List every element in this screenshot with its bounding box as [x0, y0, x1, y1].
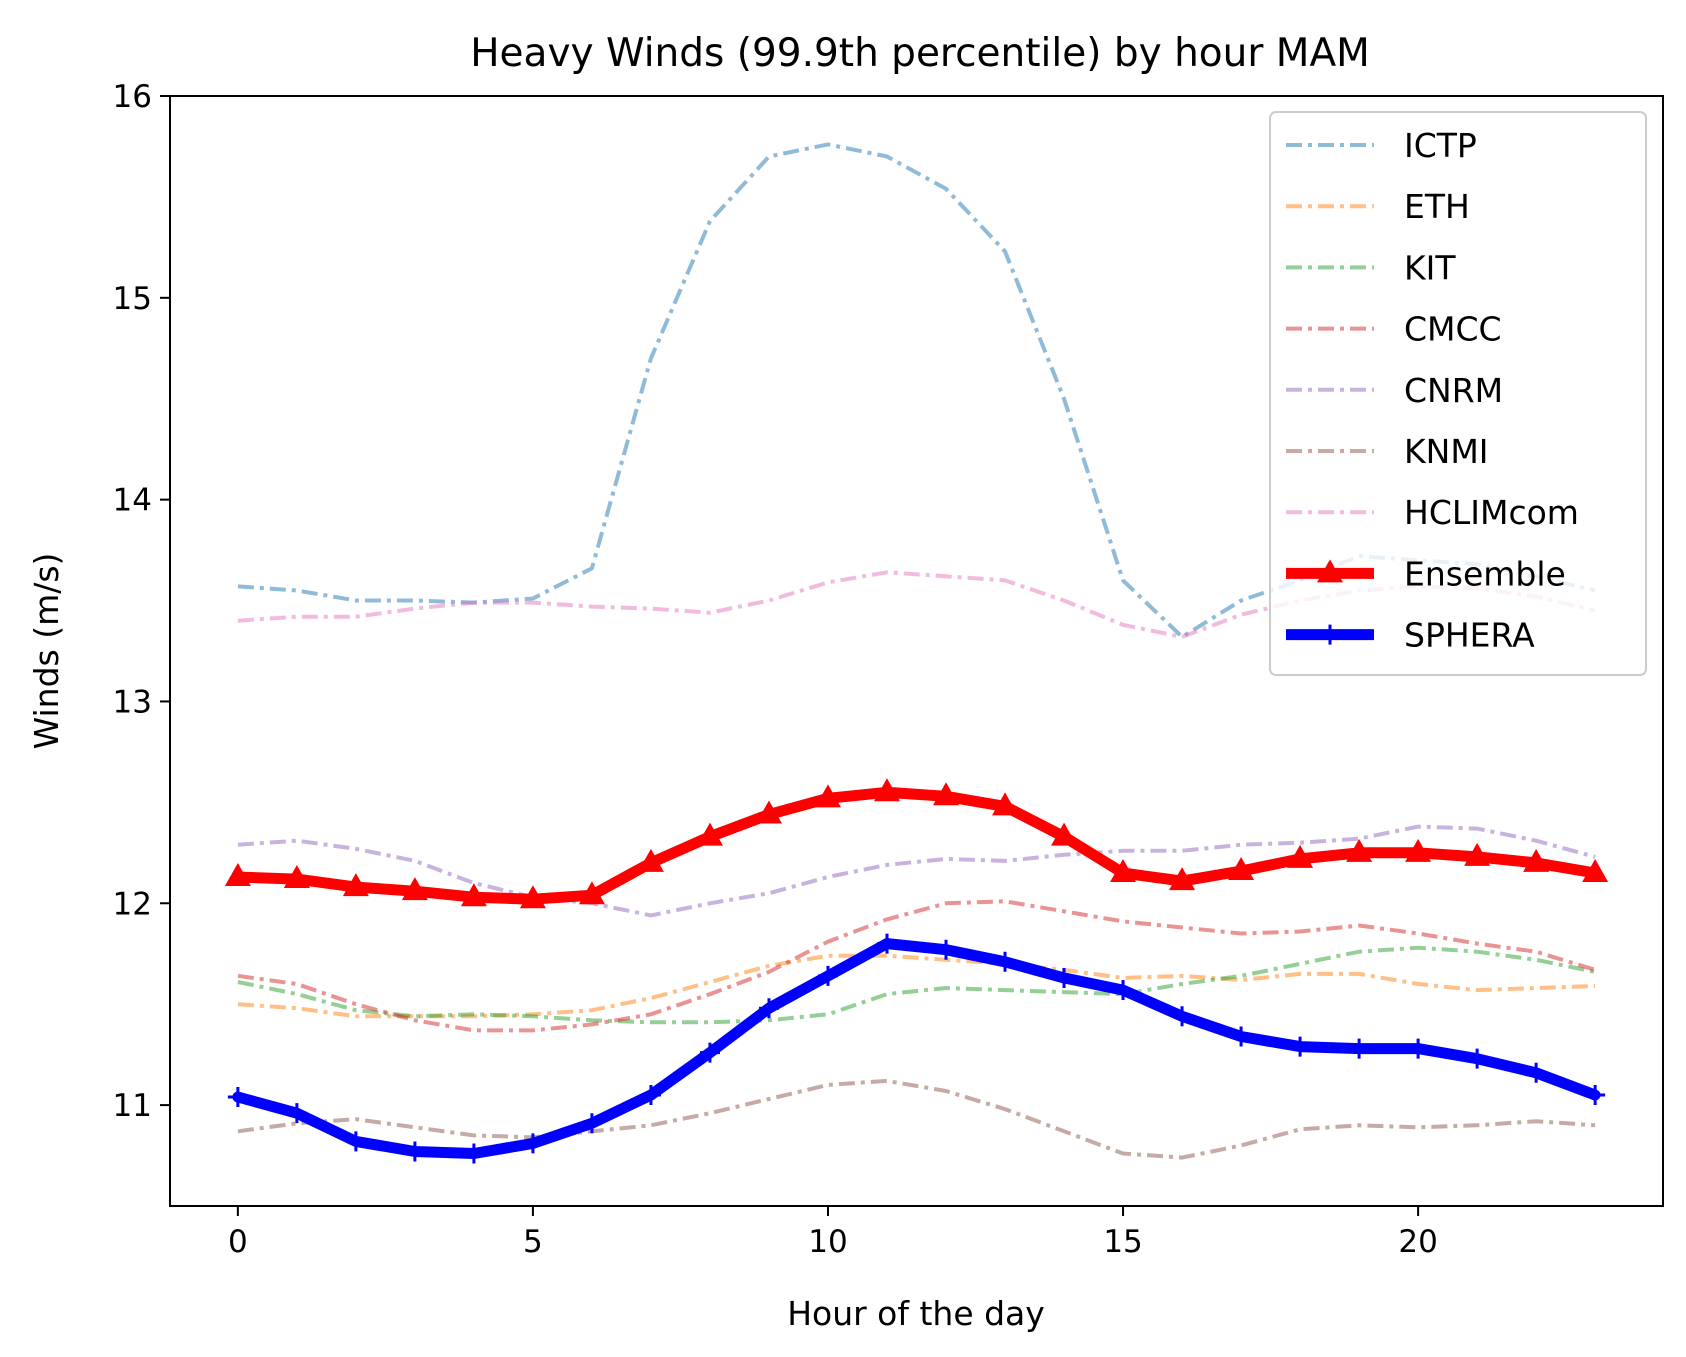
marker-ensemble — [224, 863, 251, 887]
legend-label-knmi: KNMI — [1404, 432, 1489, 471]
marker-ensemble — [1169, 867, 1196, 891]
y-tick-label: 11 — [113, 1088, 152, 1124]
plot-frame — [169, 95, 1664, 1207]
x-tick-label: 15 — [1103, 1224, 1142, 1260]
x-tick-label: 5 — [523, 1224, 543, 1260]
legend-box — [1269, 111, 1647, 676]
marker-sphera — [1290, 1036, 1311, 1057]
marker-sphera — [758, 998, 779, 1019]
marker-ensemble — [1287, 844, 1314, 868]
marker-sphera — [522, 1133, 543, 1154]
series-line-ensemble — [232, 786, 1601, 905]
marker-ensemble — [992, 792, 1019, 816]
series-line-cmcc — [237, 899, 1596, 1033]
marker-sphera — [345, 1131, 366, 1152]
legend-label-sphera: SPHERA — [1404, 616, 1535, 655]
marker-ensemble — [283, 865, 310, 889]
x-axis-label: Hour of the day — [787, 1294, 1045, 1333]
marker-ensemble — [401, 877, 428, 901]
legend: ICTP ETH KIT CMCC CNRM KNMI HCLIMcom Ensemble SP… — [1269, 111, 1647, 676]
legend-marker-ensemble — [1317, 559, 1343, 583]
marker-sphera — [581, 1113, 602, 1134]
x-tick-label: 20 — [1398, 1224, 1437, 1260]
marker-sphera — [1585, 1085, 1606, 1105]
marker-ensemble — [1110, 859, 1137, 882]
legend-label-cnrm: CNRM — [1404, 371, 1503, 410]
series-line-kit — [237, 945, 1596, 1025]
marker-sphera — [1231, 1026, 1252, 1047]
marker-sphera — [995, 951, 1016, 972]
marker-sphera — [699, 1042, 720, 1063]
marker-ensemble — [519, 885, 546, 909]
marker-ensemble — [873, 778, 900, 802]
legend-label-cmcc: CMCC — [1404, 310, 1502, 349]
marker-sphera — [286, 1103, 307, 1124]
legend-label-ensemble: Ensemble — [1404, 554, 1566, 593]
marker-ensemble — [1405, 838, 1432, 862]
y-tick-label: 12 — [113, 886, 152, 922]
series-lines — [224, 142, 1609, 1164]
marker-sphera — [640, 1085, 661, 1105]
y-tick-label: 16 — [113, 79, 152, 115]
marker-sphera — [404, 1141, 425, 1162]
marker-ensemble — [1464, 842, 1491, 866]
series-line-cnrm — [237, 824, 1596, 918]
y-tick-label: 15 — [113, 281, 152, 317]
marker-ensemble — [814, 784, 841, 808]
marker-sphera — [1172, 1006, 1193, 1027]
marker-sphera — [876, 933, 897, 954]
legend-label-kit: KIT — [1404, 248, 1456, 287]
y-tick-label: 13 — [113, 684, 152, 720]
marker-sphera — [1467, 1048, 1488, 1069]
marker-ensemble — [755, 800, 782, 824]
marker-ensemble — [578, 881, 605, 905]
marker-ensemble — [460, 883, 487, 907]
marker-sphera — [227, 1087, 248, 1108]
legend-label-eth: ETH — [1404, 187, 1470, 226]
marker-ensemble — [1346, 838, 1373, 862]
marker-sphera — [1113, 980, 1134, 1001]
marker-sphera — [1526, 1062, 1547, 1083]
marker-ensemble — [1228, 856, 1255, 880]
chart-title: Heavy Winds (99.9th percentile) by hour … — [470, 31, 1370, 76]
axis-ticks: 0 5 10 15 20 11 12 13 14 15 16 — [113, 79, 1438, 1260]
marker-sphera — [1408, 1038, 1429, 1059]
x-tick-label: 10 — [808, 1224, 847, 1260]
marker-ensemble — [342, 873, 369, 897]
legend-marker-sphera — [1320, 624, 1340, 645]
series-line-knmi — [237, 1078, 1596, 1160]
x-tick-label: 0 — [228, 1224, 248, 1260]
marker-sphera — [463, 1143, 484, 1164]
y-tick-label: 14 — [113, 483, 152, 519]
legend-label-ictp: ICTP — [1404, 126, 1477, 165]
marker-sphera — [817, 965, 838, 986]
marker-ensemble — [1051, 822, 1078, 846]
marker-sphera — [1054, 967, 1075, 988]
marker-ensemble — [1582, 859, 1609, 882]
marker-ensemble — [1523, 848, 1550, 872]
y-axis-label: Winds (m/s) — [27, 553, 66, 750]
marker-ensemble — [637, 848, 664, 872]
marker-ensemble — [696, 822, 723, 846]
marker-sphera — [1349, 1038, 1370, 1059]
legend-label-hclimcom: HCLIMcom — [1404, 493, 1579, 532]
marker-sphera — [936, 939, 957, 960]
marker-ensemble — [933, 782, 960, 806]
